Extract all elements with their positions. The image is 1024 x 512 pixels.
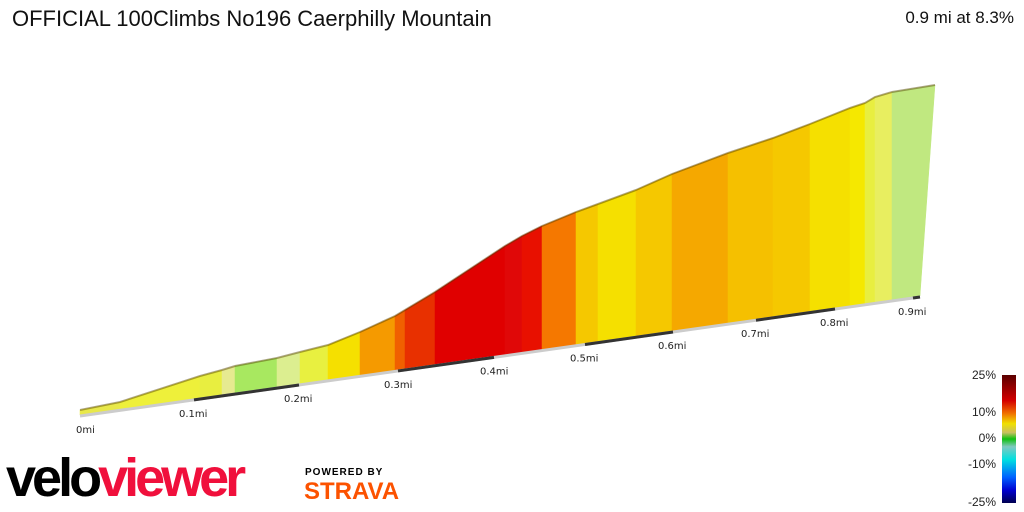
legend-label: 0% [978, 431, 996, 445]
legend-label: 25% [971, 368, 996, 382]
legend-label: -10% [967, 457, 996, 471]
chart-title: OFFICIAL 100Climbs No196 Caerphilly Moun… [12, 6, 492, 31]
profile-segment [394, 309, 406, 371]
profile-segment [864, 96, 876, 305]
profile-segment [521, 225, 543, 353]
distance-band [193, 383, 300, 402]
x-tick-label: 0.3mi [384, 380, 412, 391]
profile-segment [874, 91, 893, 303]
x-tick-label: 0.8mi [820, 318, 848, 329]
profile-segment [504, 235, 523, 356]
x-tick-label: 0.1mi [179, 409, 207, 420]
x-tick-label: 0.4mi [480, 366, 508, 377]
powered-by-label: POWERED BY [305, 467, 384, 478]
x-tick-label: 0.7mi [741, 329, 769, 340]
profile-segment [671, 152, 729, 332]
color-scale-bar [1002, 375, 1016, 503]
legend-label: 10% [971, 405, 996, 419]
profile-segment [891, 84, 936, 301]
profile-segment [849, 102, 866, 307]
profile-segment [635, 173, 673, 337]
veloviewer-logo: veloviewer [6, 448, 246, 508]
climb-summary: 0.9 mi at 8.3% [905, 8, 1014, 27]
strava-logo: STRAVA [304, 478, 400, 505]
profile-top-edge [79, 84, 936, 411]
profile-segment [597, 189, 637, 342]
distance-band [755, 307, 836, 322]
x-tick-label: 0mi [76, 425, 95, 436]
distance-band [912, 295, 921, 300]
profile-segment [541, 211, 577, 350]
x-tick-label: 0.5mi [570, 353, 598, 364]
profile-segment [575, 203, 599, 346]
x-tick-label: 0.2mi [284, 394, 312, 405]
profile-segment [772, 123, 811, 318]
distance-band [584, 330, 674, 346]
profile-segment [404, 291, 436, 370]
profile-segment [727, 137, 774, 324]
distance-band [397, 355, 495, 373]
legend-label: -25% [967, 495, 996, 509]
profile-segment [434, 245, 506, 365]
x-tick-label: 0.6mi [658, 341, 686, 352]
profile-segment [809, 107, 851, 312]
x-tick-label: 0.9mi [898, 307, 926, 318]
